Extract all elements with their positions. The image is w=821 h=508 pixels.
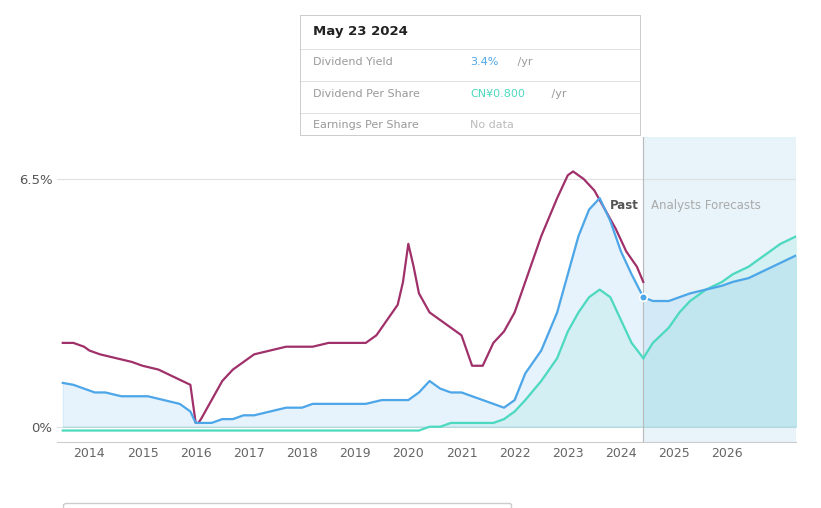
Text: May 23 2024: May 23 2024 — [314, 25, 408, 38]
Text: 3.4%: 3.4% — [470, 57, 498, 67]
Text: Earnings Per Share: Earnings Per Share — [314, 120, 419, 130]
Text: Dividend Per Share: Dividend Per Share — [314, 89, 420, 99]
Bar — [644, 137, 796, 442]
Text: CN¥0.800: CN¥0.800 — [470, 89, 525, 99]
Text: /yr: /yr — [548, 89, 566, 99]
Text: Analysts Forecasts: Analysts Forecasts — [651, 199, 761, 212]
Legend: Dividend Yield, Dividend Per Share, Earnings Per Share: Dividend Yield, Dividend Per Share, Earn… — [63, 503, 511, 508]
Text: /yr: /yr — [514, 57, 533, 67]
Text: Past: Past — [610, 199, 639, 212]
Text: Dividend Yield: Dividend Yield — [314, 57, 393, 67]
Text: No data: No data — [470, 120, 514, 130]
